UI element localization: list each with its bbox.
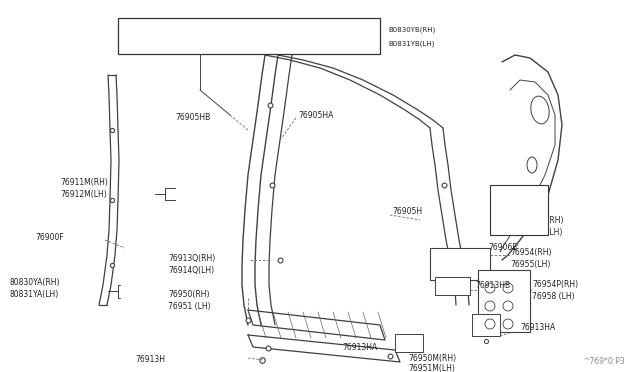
Text: 76955(LH): 76955(LH) — [510, 260, 550, 269]
Text: 76905H: 76905H — [392, 208, 422, 217]
Bar — [435, 277, 470, 295]
Bar — [478, 270, 530, 332]
Text: 76951 (LH): 76951 (LH) — [168, 302, 211, 311]
Text: 76906EA: 76906EA — [493, 210, 525, 216]
Text: 80830YA(RH): 80830YA(RH) — [10, 278, 61, 286]
Text: 76950M(RH): 76950M(RH) — [408, 353, 456, 362]
Text: 76914Q(LH): 76914Q(LH) — [168, 266, 214, 275]
Text: 80831YA(LH): 80831YA(LH) — [10, 289, 60, 298]
Text: 76954P(RH): 76954P(RH) — [532, 280, 578, 289]
Text: 76900F: 76900F — [35, 234, 64, 243]
Text: 76912M(LH): 76912M(LH) — [60, 190, 107, 199]
Text: B0831YB(LH): B0831YB(LH) — [388, 41, 435, 47]
Text: 76905HB: 76905HB — [175, 113, 211, 122]
Bar — [472, 314, 500, 336]
Bar — [395, 334, 423, 352]
Text: ^769*0:P3: ^769*0:P3 — [583, 357, 625, 366]
Text: 76905HA: 76905HA — [298, 110, 333, 119]
Text: 76913HB: 76913HB — [475, 280, 510, 289]
Text: 76913HA: 76913HA — [520, 324, 556, 333]
Text: 76951M(LH): 76951M(LH) — [408, 363, 455, 372]
Text: 76934(LH): 76934(LH) — [522, 228, 563, 237]
Ellipse shape — [527, 157, 537, 173]
Text: 76950(RH): 76950(RH) — [168, 291, 209, 299]
Text: 76954(RH): 76954(RH) — [510, 247, 552, 257]
Text: B0830YB(RH): B0830YB(RH) — [388, 27, 435, 33]
Text: 76933(RH): 76933(RH) — [522, 215, 563, 224]
Bar — [430, 248, 490, 280]
Bar — [118, 18, 380, 54]
Ellipse shape — [531, 96, 549, 124]
Text: 76958 (LH): 76958 (LH) — [532, 292, 575, 301]
Bar — [490, 185, 548, 235]
Text: 76911M(RH): 76911M(RH) — [60, 179, 108, 187]
Text: 76906E: 76906E — [488, 244, 517, 253]
Text: USA[0893-    J 76914P(LH)  B0831YB(LH): USA[0893- J 76914P(LH) B0831YB(LH) — [121, 41, 264, 47]
Text: 76913Q(RH): 76913Q(RH) — [168, 253, 215, 263]
Text: 76913H: 76913H — [135, 356, 165, 365]
Text: 76913HA: 76913HA — [343, 343, 378, 353]
Text: CAN[0692-    J 76913P(RH)  B0830YB(RH): CAN[0692- J 76913P(RH) B0830YB(RH) — [121, 25, 266, 31]
